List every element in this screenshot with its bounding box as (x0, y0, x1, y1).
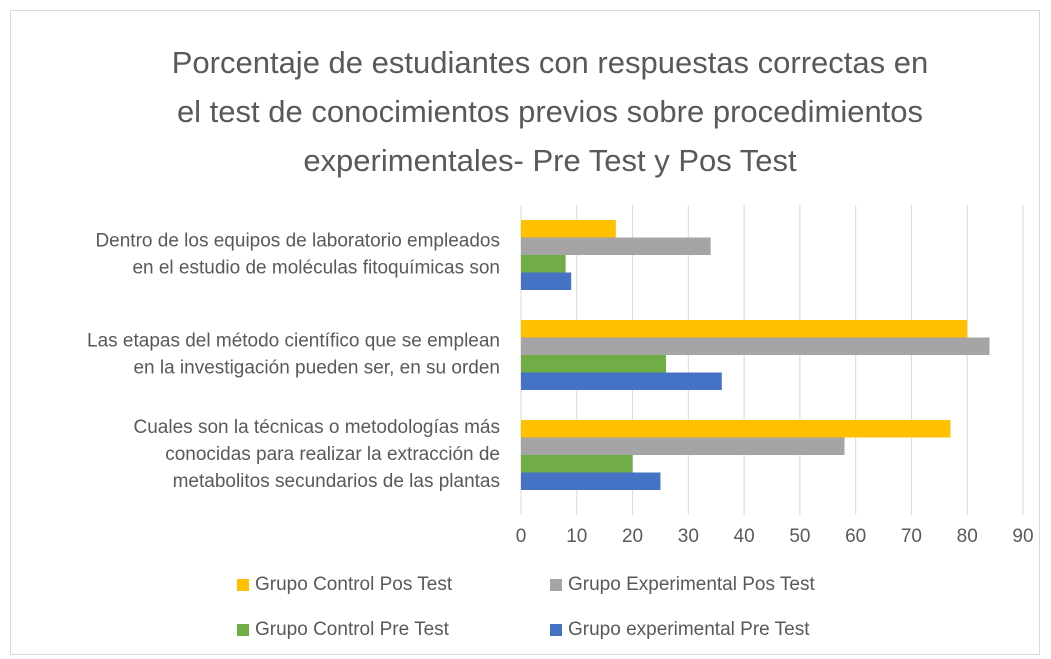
legend-label: Grupo experimental Pre Test (568, 619, 810, 640)
x-tick-label: 30 (678, 526, 699, 547)
legend-label: Grupo Control Pre Test (255, 619, 450, 640)
bar (521, 355, 667, 373)
x-tick-label: 50 (789, 526, 810, 547)
legend-swatch (550, 579, 562, 591)
bar (521, 220, 616, 238)
bar (521, 237, 711, 255)
x-tick-label: 40 (734, 526, 755, 547)
bar (521, 472, 661, 490)
bar (521, 255, 566, 273)
x-tick-label: 70 (901, 526, 922, 547)
bar (521, 437, 845, 455)
y-tick-label: metabolitos secundarios de las plantas (173, 471, 500, 492)
bar (521, 455, 633, 473)
legend-swatch (550, 624, 562, 636)
bar (521, 337, 990, 355)
bar (521, 420, 951, 438)
chart-title: Porcentaje de estudiantes con respuestas… (172, 45, 929, 80)
x-tick-label: 80 (957, 526, 978, 547)
y-tick-label: Dentro de los equipos de laboratorio emp… (95, 231, 500, 252)
x-tick-label: 90 (1012, 526, 1033, 547)
y-tick-label: conocidas para realizar la extracción de (165, 444, 500, 465)
bar (521, 272, 572, 290)
x-tick-label: 20 (622, 526, 643, 547)
legend-label: Grupo Control Pos Test (255, 574, 453, 595)
legend-swatch (237, 624, 249, 636)
legend-swatch (237, 579, 249, 591)
x-tick-label: 10 (566, 526, 587, 547)
y-tick-label: Cuales son la técnicas o metodologías má… (134, 417, 500, 438)
bar (521, 372, 722, 390)
chart-title: experimentales- Pre Test y Pos Test (303, 143, 797, 178)
bar (521, 320, 968, 338)
legend-label: Grupo Experimental Pos Test (568, 574, 815, 595)
chart-title: el test de conocimientos previos sobre p… (177, 94, 923, 129)
y-tick-label: en el estudio de moléculas fitoquímicas … (132, 258, 500, 279)
x-tick-label: 0 (516, 526, 527, 547)
y-tick-label: Las etapas del método científico que se … (87, 331, 500, 352)
y-tick-label: en la investigación pueden ser, en su or… (133, 358, 500, 379)
x-tick-label: 60 (845, 526, 866, 547)
